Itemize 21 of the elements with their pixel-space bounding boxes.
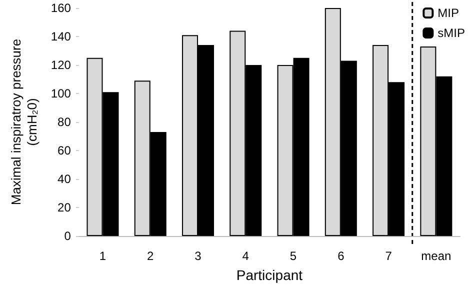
x-tick-label: 4 — [242, 249, 250, 263]
x-tick-label: 5 — [290, 249, 297, 263]
x-tick-label: 3 — [194, 249, 202, 263]
y-tick-label: 0 — [64, 229, 72, 243]
legend-label: sMIP — [438, 26, 466, 40]
y-tick-label: 80 — [58, 115, 72, 129]
x-tick-label: 1 — [99, 249, 106, 263]
y-tick-label: 100 — [50, 86, 72, 100]
y-tick-label: 120 — [50, 58, 72, 72]
x-tick-label: mean — [421, 249, 452, 263]
y-tick-label: 20 — [58, 200, 72, 214]
y-tick-label: 40 — [58, 172, 72, 186]
y-tick-label: 160 — [50, 1, 72, 15]
y-axis-title: Maximal inspiratroy pressure (cmH₂0) — [8, 38, 40, 206]
x-tick-label: 7 — [385, 249, 392, 263]
x-tick-label: 6 — [338, 249, 345, 263]
x-axis-title: Participant — [236, 267, 303, 283]
legend-label: MIP — [438, 6, 460, 20]
x-tick-label: 2 — [147, 249, 154, 263]
y-tick-label: 140 — [50, 30, 72, 44]
y-tick-label: 60 — [58, 144, 72, 158]
